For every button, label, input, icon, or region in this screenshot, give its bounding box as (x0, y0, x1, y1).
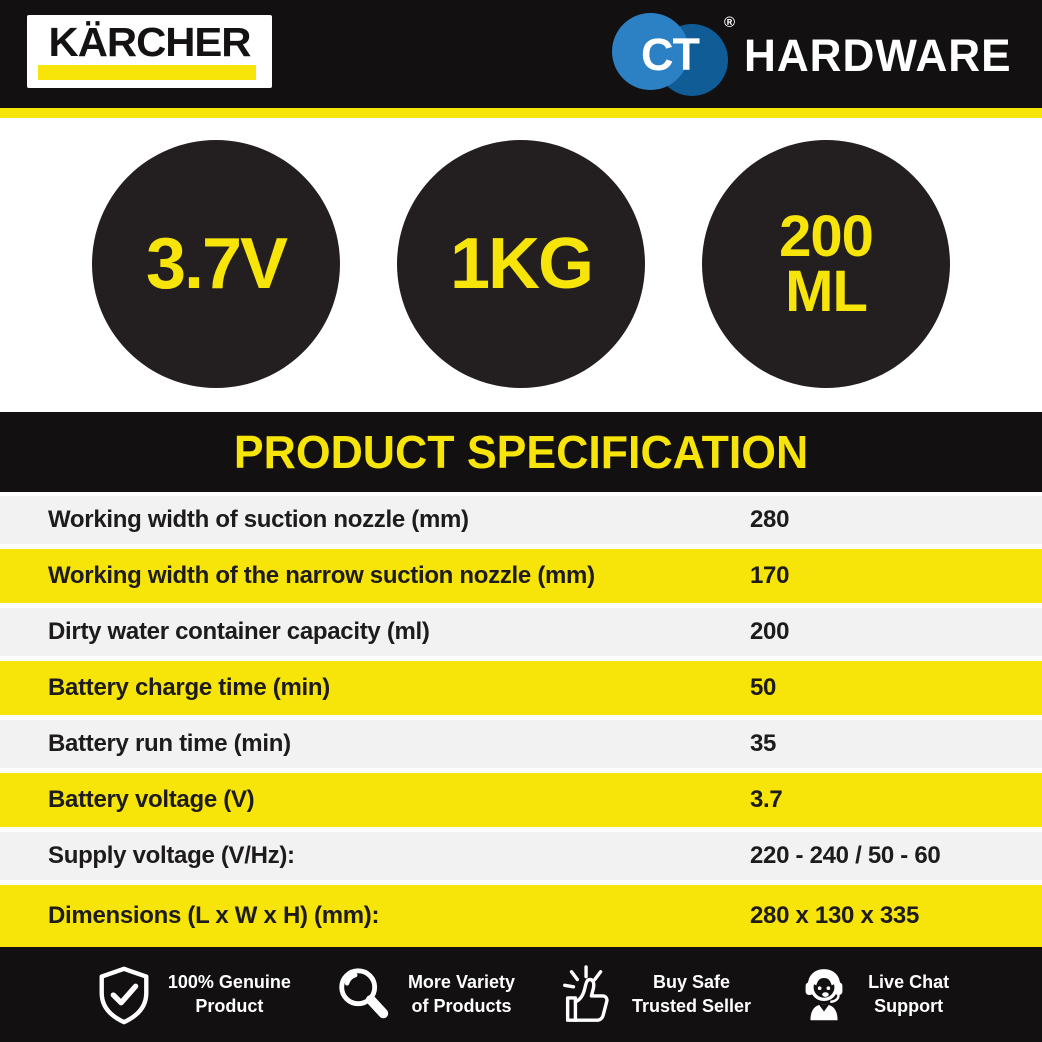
spec-value: 200 (750, 618, 790, 645)
karcher-yellow-bar (38, 65, 256, 80)
table-row: Supply voltage (V/Hz): 220 - 240 / 50 - … (0, 832, 1042, 880)
karcher-logo: KÄRCHER (27, 15, 272, 88)
badge-live-chat: Live Chat Support (793, 964, 949, 1026)
badge-label: Live Chat Support (868, 971, 949, 1018)
spec-value: 170 (750, 562, 790, 589)
highlight-circle-weight: 1KG (397, 140, 645, 388)
badge-label-line1: Live Chat (868, 972, 950, 993)
highlight-label: 1KG (449, 223, 594, 304)
badge-more-variety: More Variety of Products (333, 964, 515, 1026)
spec-label: Working width of suction nozzle (mm) (48, 506, 469, 533)
table-row: Working width of the narrow suction nozz… (0, 549, 1042, 603)
spec-value: 280 (750, 506, 790, 533)
badge-label: 100% Genuine Product (168, 971, 291, 1018)
table-row: Battery voltage (V) 3.7 (0, 773, 1042, 827)
badge-label-line1: More Variety (407, 972, 515, 993)
badge-label: Buy Safe Trusted Seller (632, 971, 751, 1018)
badge-genuine-product: 100% Genuine Product (93, 964, 291, 1026)
ct-logo-icon: CT (612, 13, 732, 98)
badge-label-line1: 100% Genuine (167, 972, 291, 993)
table-row: Dimensions (L x W x H) (mm): 280 x 130 x… (0, 885, 1042, 947)
spec-label: Supply voltage (V/Hz): (48, 842, 295, 869)
badge-label-line2: Product (195, 995, 264, 1016)
spec-value: 280 x 130 x 335 (750, 902, 919, 929)
spec-label: Battery run time (min) (48, 730, 291, 757)
header-bar: KÄRCHER CT ® HARDWARE (0, 0, 1042, 108)
highlight-label: 200 ML (779, 203, 874, 324)
hardware-wordmark: HARDWARE (744, 30, 1012, 81)
highlight-circles: 3.7V 1KG 200 ML (0, 140, 1042, 388)
header-yellow-underline (0, 108, 1042, 118)
registered-trademark-symbol: ® (724, 14, 736, 31)
spec-label: Battery voltage (V) (48, 786, 255, 813)
table-row: Battery charge time (min) 50 (0, 661, 1042, 715)
badge-label-line1: Buy Safe (653, 972, 731, 993)
headset-agent-icon (793, 964, 855, 1026)
spec-value: 3.7 (750, 786, 783, 813)
badge-trusted-seller: Buy Safe Trusted Seller (557, 964, 751, 1026)
spec-table: Working width of suction nozzle (mm) 280… (0, 492, 1042, 947)
ct-logo-text: CT (641, 29, 700, 80)
karcher-logo-text: KÄRCHER (48, 19, 252, 65)
magnifier-icon (333, 964, 395, 1026)
section-title-bar: PRODUCT SPECIFICATION (0, 412, 1042, 492)
spec-value: 220 - 240 / 50 - 60 (750, 842, 941, 869)
highlight-circle-capacity: 200 ML (702, 140, 950, 388)
table-row: Working width of suction nozzle (mm) 280 (0, 496, 1042, 544)
badge-label-line2: of Products (411, 995, 512, 1016)
spec-value: 35 (750, 730, 777, 757)
footer-bar: 100% Genuine Product More Variety of Pro… (0, 947, 1042, 1042)
thumbs-up-click-icon (557, 964, 619, 1026)
spec-label: Battery charge time (min) (48, 674, 330, 701)
spec-label: Dirty water container capacity (ml) (48, 618, 430, 645)
spec-label: Dimensions (L x W x H) (mm): (48, 902, 380, 929)
ct-logo-circle-light (612, 13, 689, 90)
table-row: Dirty water container capacity (ml) 200 (0, 608, 1042, 656)
spec-value: 50 (750, 674, 777, 701)
badge-label-line2: Support (874, 995, 944, 1016)
highlight-circle-voltage: 3.7V (92, 140, 340, 388)
highlight-label: 3.7V (145, 223, 288, 304)
shield-check-icon (93, 964, 155, 1026)
spec-label: Working width of the narrow suction nozz… (48, 562, 595, 589)
table-row: Battery run time (min) 35 (0, 720, 1042, 768)
section-title: PRODUCT SPECIFICATION (233, 426, 809, 478)
badge-label: More Variety of Products (408, 971, 515, 1018)
badge-label-line2: Trusted Seller (632, 995, 752, 1016)
